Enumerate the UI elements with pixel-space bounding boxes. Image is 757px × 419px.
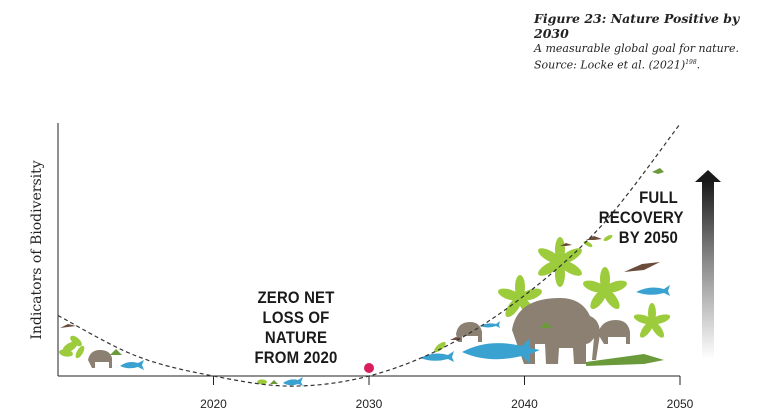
biodiversity-illustration-middle-icon bbox=[257, 377, 303, 386]
annotation-line: FULL bbox=[639, 188, 678, 207]
crocodile-icon bbox=[586, 354, 664, 366]
annotation-line: BY 2050 bbox=[618, 228, 678, 247]
x-tick-label: 2050 bbox=[667, 397, 694, 411]
x-tick-label: 2040 bbox=[511, 397, 538, 411]
annotation-line: FROM 2020 bbox=[254, 348, 338, 367]
annotation-line: ZERO NET bbox=[257, 288, 335, 307]
annotation-line: LOSS OF NATURE bbox=[262, 308, 330, 347]
shark-icon bbox=[462, 338, 540, 364]
biodiversity-illustration-right-icon bbox=[420, 168, 671, 366]
figure-description-text: A measurable global goal for nature. Sou… bbox=[534, 42, 739, 72]
nature-positive-2030-marker bbox=[364, 363, 374, 373]
biodiversity-illustration-left-icon bbox=[59, 324, 144, 370]
citation-superscript: 198 bbox=[685, 59, 697, 66]
figure-title: Figure 23: Nature Positive by 2030 bbox=[534, 11, 740, 41]
x-tick-label: 2030 bbox=[356, 397, 383, 411]
zero-net-loss-annotation: ZERO NET LOSS OF NATURE FROM 2020 bbox=[234, 288, 357, 368]
elephant-icon bbox=[512, 298, 600, 364]
biodiversity-curve bbox=[57, 123, 681, 387]
figure-description: A measurable global goal for nature. Sou… bbox=[534, 42, 739, 72]
figure-caption: Figure 23: Nature Positive by 2030 A mea… bbox=[534, 11, 744, 73]
up-arrow-icon bbox=[695, 170, 721, 359]
y-axis-label: Indicators of Biodiversity bbox=[29, 160, 45, 340]
full-recovery-annotation: FULL RECOVERY BY 2050 bbox=[598, 188, 684, 248]
x-axis-ticks: 2020 2030 2040 2050 bbox=[200, 376, 694, 411]
x-tick-label: 2020 bbox=[200, 397, 227, 411]
annotation-line: RECOVERY bbox=[598, 208, 684, 227]
